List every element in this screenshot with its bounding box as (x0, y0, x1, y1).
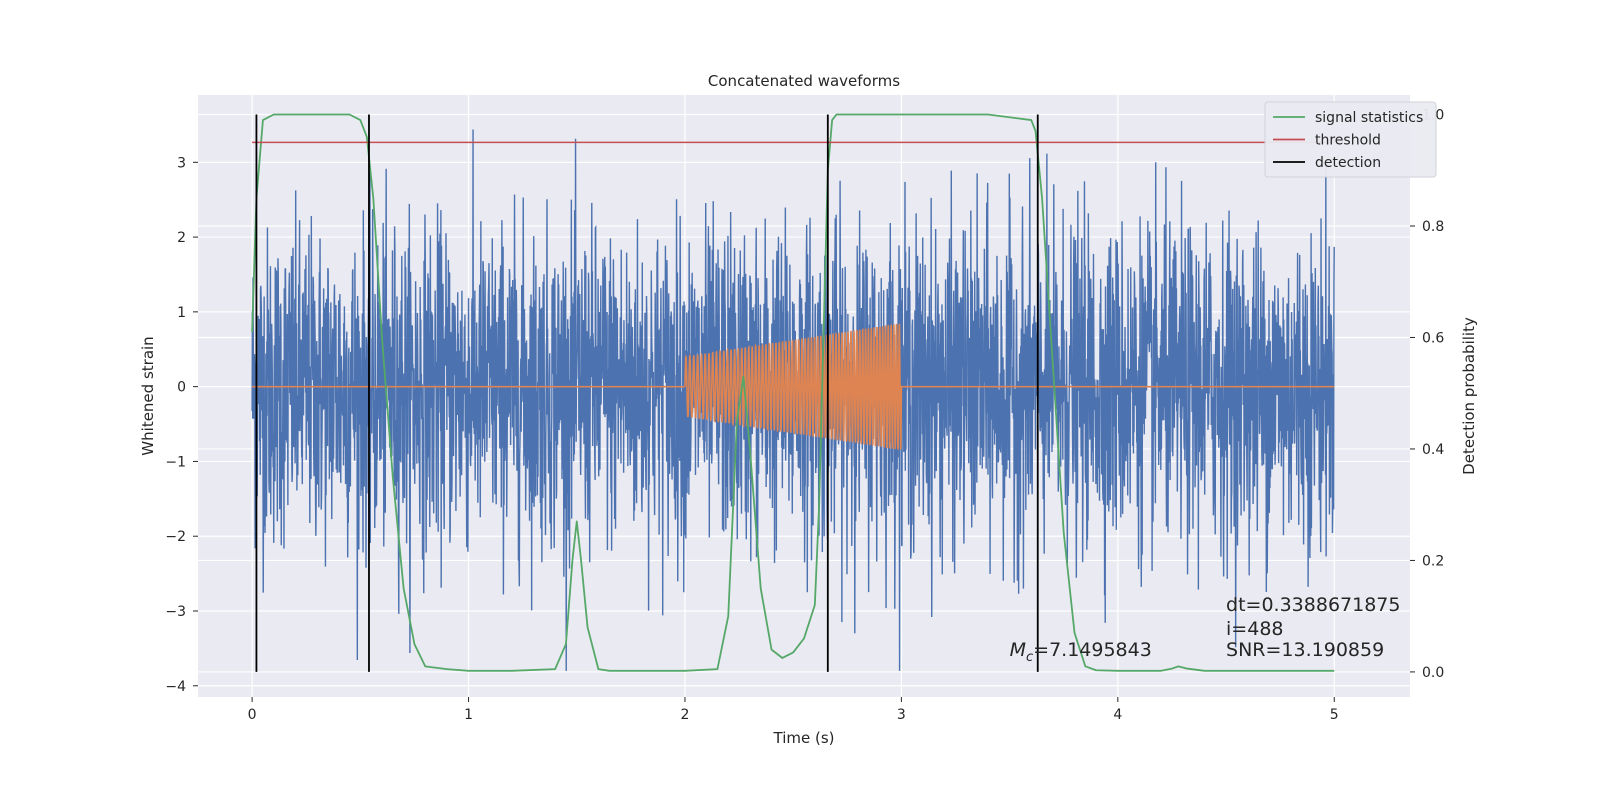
annotation-mc: Mc=7.1495843 (1010, 639, 1152, 665)
legend: signal statistics threshold detection (1264, 101, 1437, 178)
y-tick-label: 2 (177, 230, 186, 246)
x-tick-label: 1 (464, 707, 473, 723)
y-tick-label: 1 (177, 305, 186, 321)
legend-box (1264, 101, 1437, 178)
y2-axis-label: Detection probability (1460, 317, 1478, 475)
x-tick-label: 4 (1113, 707, 1122, 723)
annotation-snr: SNR=13.190859 (1226, 639, 1384, 661)
y2-tick-label: 0.8 (1422, 219, 1444, 235)
annotation-dt: dt=0.3388671875 (1226, 594, 1400, 616)
x-tick-label: 3 (897, 707, 906, 723)
chirp-line (252, 323, 1335, 450)
injected-chirp-series (252, 323, 1335, 450)
legend-label: detection (1315, 155, 1381, 171)
detection-lines (255, 114, 1039, 672)
x-tick-label: 2 (681, 707, 690, 723)
y2-tick-label: 0.6 (1422, 330, 1444, 346)
annotation-i: i=488 (1226, 618, 1283, 640)
legend-label: threshold (1315, 133, 1381, 149)
y-tick-label: −3 (165, 604, 186, 620)
y2-tick-label: 0.4 (1422, 442, 1444, 458)
y-tick-label: −4 (165, 679, 186, 695)
signal-statistics-series (251, 113, 1335, 672)
annotation-mc-value: =7.1495843 (1033, 639, 1152, 661)
y-axis-label: Whitened strain (139, 336, 157, 455)
y2-tick-label: 0.2 (1422, 553, 1444, 569)
chart-title: Concatenated waveforms (708, 72, 900, 90)
x-tick-label: 5 (1330, 707, 1339, 723)
y-tick-label: 3 (177, 155, 186, 171)
signal-statistics-line (251, 113, 1335, 672)
y-tick-label: −1 (165, 454, 186, 470)
y2-tick-label: 0.0 (1422, 665, 1444, 681)
y-tick-label: 0 (177, 380, 186, 396)
y-tick-label: −2 (165, 529, 186, 545)
x-axis-label: Time (s) (773, 729, 835, 747)
x-tick-label: 0 (248, 707, 257, 723)
annotation-mc-main: M (1010, 639, 1026, 661)
annotation-mc-sub: c (1026, 650, 1033, 665)
legend-label: signal statistics (1315, 110, 1423, 126)
